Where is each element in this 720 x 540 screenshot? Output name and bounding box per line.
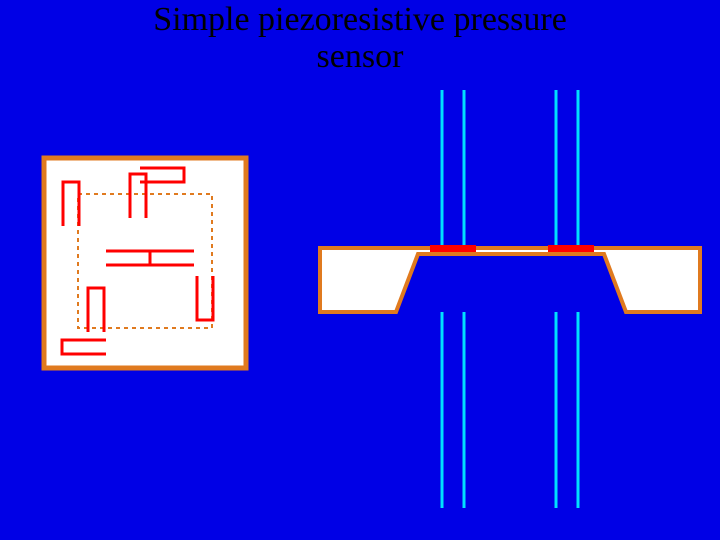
diagram-svg (0, 0, 720, 540)
slide-title: Simple piezoresistive pressure sensor (0, 2, 720, 75)
piezoresistor-bar (430, 245, 476, 252)
piezoresistor-bar (548, 245, 594, 252)
chip-bulk (320, 254, 700, 312)
